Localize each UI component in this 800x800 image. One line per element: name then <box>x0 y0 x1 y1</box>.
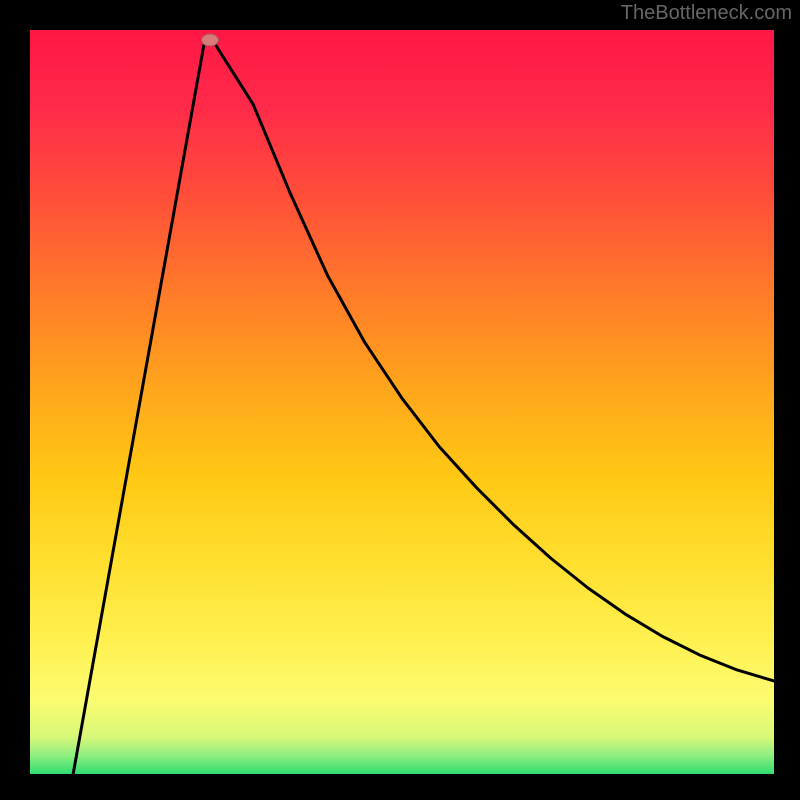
chart-container: TheBottleneck.com <box>0 0 800 800</box>
optimal-point-marker <box>201 34 219 47</box>
plot-area <box>30 30 774 774</box>
bottleneck-curve <box>73 40 774 774</box>
watermark-text: TheBottleneck.com <box>621 2 792 25</box>
curve-svg <box>30 30 774 774</box>
